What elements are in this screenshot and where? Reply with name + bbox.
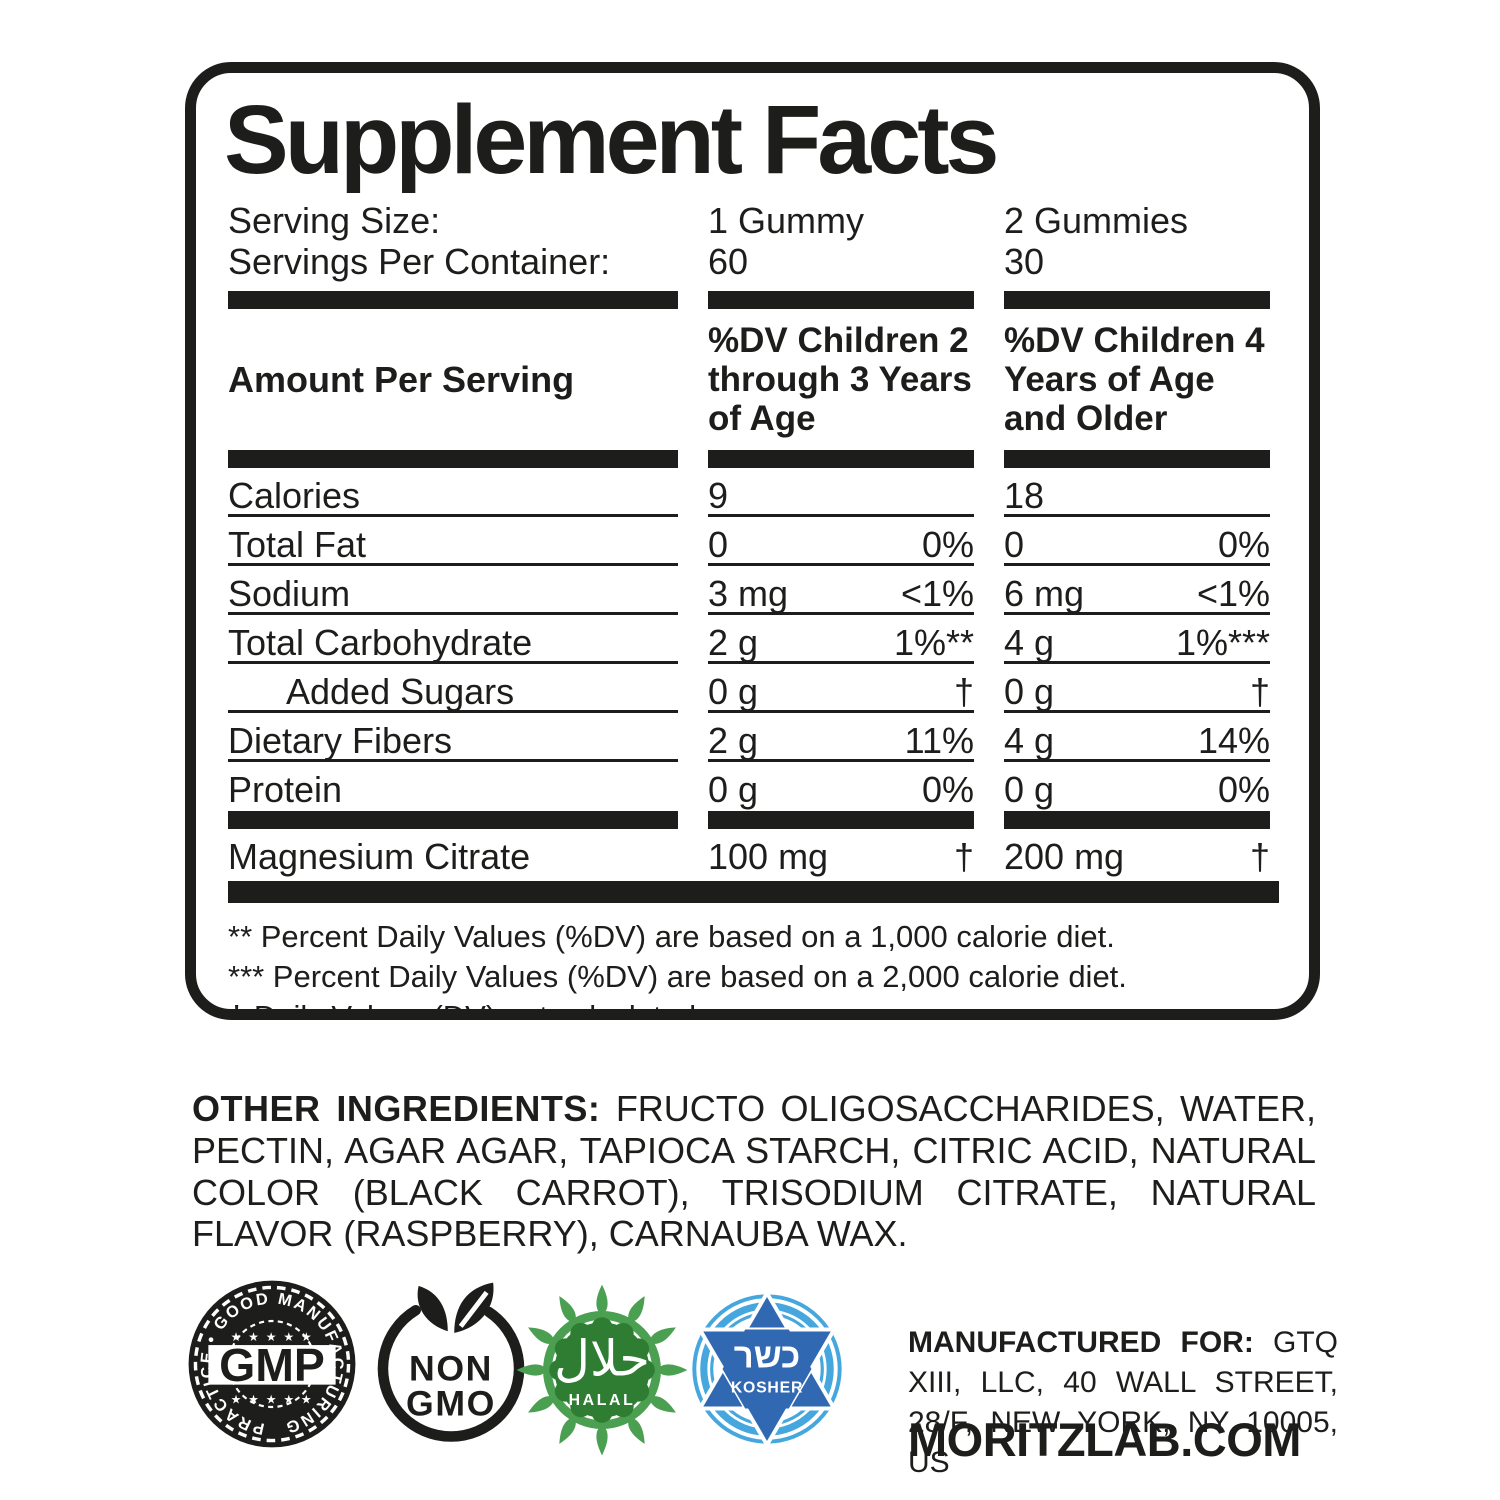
amount-value: 0 g [1004, 769, 1055, 810]
kosher-label: KOSHER [731, 1380, 803, 1397]
dv-value: 14% [1197, 720, 1270, 761]
dv-value: 1%*** [1175, 622, 1270, 663]
divider-segment [1004, 291, 1270, 309]
amount-value: 0 [1004, 524, 1025, 565]
kosher-badge-icon: כשר KOSHER [692, 1289, 842, 1449]
gmp-stars-top: ★ ★ ★ ★ ★ [231, 1330, 314, 1344]
table-row-calories: Calories 9 18 [228, 468, 1279, 517]
amount-value: 2 g [708, 622, 759, 663]
amount-value: 4 g [1004, 622, 1055, 663]
table-row-total-carbohydrate: Total Carbohydrate 2 g 1%** 4 g 1%*** [228, 615, 1279, 664]
footnote-2000-calorie: *** Percent Daily Values (%DV) are based… [228, 959, 1127, 994]
facts-box: Supplement Facts Serving Size: 1 Gummy 2… [185, 62, 1320, 1020]
amount-value: 2 g [708, 720, 759, 761]
dv-value: 11% [904, 720, 974, 761]
dv-value: 0% [1217, 769, 1270, 810]
row-label: Magnesium Citrate [228, 836, 531, 877]
non-gmo-badge-icon: NON GMO [377, 1282, 525, 1442]
serving-info: Serving Size: 1 Gummy 2 Gummies Servings… [228, 200, 1279, 282]
dv-value: † [953, 836, 974, 877]
other-ingredients-text: FRUCTO OLIGOSACCHARIDES, WATER, PECTIN, … [192, 1088, 1317, 1255]
table-row-added-sugars: Added Sugars 0 g † 0 g † [228, 664, 1279, 713]
footnote-1000-calorie: ** Percent Daily Values (%DV) are based … [228, 919, 1115, 954]
gmp-stars-bottom: ★ ★ ★ ★ ★ [231, 1393, 314, 1407]
halal-arabic-text: حلال [554, 1331, 650, 1386]
kosher-hebrew-text: כשר [734, 1337, 801, 1375]
divider-segment [1004, 450, 1270, 468]
dv-value: 0% [921, 769, 974, 810]
row-label: Calories [228, 468, 678, 517]
table-row-dietary-fibers: Dietary Fibers 2 g 11% 4 g 14% [228, 713, 1279, 762]
divider-bar-mineral [228, 811, 1279, 829]
table-header: Amount Per Serving %DV Children 2 throug… [228, 309, 1279, 450]
divider-segment [228, 811, 678, 829]
amount-value: 0 g [708, 671, 759, 712]
dv-value: † [1249, 836, 1270, 877]
website: MORITZLAB.COM [908, 1413, 1301, 1466]
other-ingredients-label: OTHER INGREDIENTS: [192, 1088, 601, 1129]
dv-value: <1% [900, 573, 974, 614]
table-row-magnesium-citrate: Magnesium Citrate 100 mg † 200 mg † [228, 829, 1279, 878]
divider-bar-top [228, 291, 1279, 309]
serving-size-col2: 2 Gummies [1004, 200, 1189, 241]
table-row-protein: Protein 0 g 0% 0 g 0% [228, 762, 1279, 811]
dv-value: 1%** [893, 622, 974, 663]
serving-size-col1: 1 Gummy [708, 200, 865, 241]
amount-value: 0 [708, 524, 729, 565]
divider-segment [708, 811, 974, 829]
dv-children-2-3-header: %DV Children 2 through 3 Years of Age [708, 321, 972, 438]
divider-segment [1004, 811, 1270, 829]
dv-value: † [1249, 671, 1270, 712]
dv-value: 0% [1217, 524, 1270, 565]
servings-per-container-col2: 30 [1004, 241, 1045, 282]
amount-per-serving-header: Amount Per Serving [228, 358, 575, 400]
row-label: Total Fat [228, 517, 678, 566]
halal-label: HALAL [569, 1392, 636, 1409]
row-label: Protein [228, 769, 343, 810]
dv-value: <1% [1196, 573, 1270, 614]
amount-value: 100 mg [708, 836, 829, 877]
servings-per-container-label: Servings Per Container: [228, 241, 611, 282]
manufactured-for-label: MANUFACTURED FOR: [908, 1326, 1254, 1359]
amount-value: 0 g [1004, 671, 1055, 712]
manufactured-for-text: GTQ XIII, LLC, 40 WALL STREET, 28/F, NEW… [908, 1326, 1338, 1479]
halal-badge-icon: حلال HALAL [516, 1284, 688, 1456]
other-ingredients: OTHER INGREDIENTS: FRUCTO OLIGOSACCHARID… [192, 1088, 1316, 1255]
row-label: Added Sugars [228, 664, 678, 713]
footnotes: ** Percent Daily Values (%DV) are based … [228, 903, 1279, 1020]
amount-value: 4 g [1004, 720, 1055, 761]
amount-value: 0 g [708, 769, 759, 810]
table-row-total-fat: Total Fat 0 0% 0 0% [228, 517, 1279, 566]
table-row-sodium: Sodium 3 mg <1% 6 mg <1% [228, 566, 1279, 615]
row-label: Dietary Fibers [228, 713, 678, 762]
divider-segment [228, 291, 678, 309]
dv-value: † [953, 671, 974, 712]
non-gmo-line2: GMO [406, 1383, 496, 1423]
manufactured-for: MANUFACTURED FOR: GTQ XIII, LLC, 40 WALL… [908, 1323, 1338, 1483]
dv-children-4plus-header: %DV Children 4 Years of Age and Older [1004, 321, 1265, 438]
non-gmo-line1: NON [409, 1349, 493, 1389]
serving-size-label: Serving Size: [228, 200, 441, 241]
amount-value: 9 [708, 475, 729, 516]
amount-value: 18 [1004, 475, 1045, 516]
row-label: Sodium [228, 566, 678, 615]
divider-segment [708, 291, 974, 309]
row-label: Total Carbohydrate [228, 615, 678, 664]
amount-value: 6 mg [1004, 573, 1085, 614]
facts-title: Supplement Facts [224, 85, 999, 194]
divider-segment [708, 450, 974, 468]
footnote-dv-not-calculated: † Daily Values (DV) not calculated. [228, 999, 705, 1020]
servings-per-container-col1: 60 [708, 241, 749, 282]
gmp-center-text: GMP [219, 1339, 325, 1391]
amount-value: 200 mg [1004, 836, 1125, 877]
divider-segment [228, 450, 678, 468]
divider-bar-under-header [228, 450, 1279, 468]
gmp-badge-icon: PRACTICE • GOOD MANUFACTURING ★ ★ ★ ★ ★ … [188, 1280, 356, 1448]
divider-bar-bottom [228, 881, 1279, 903]
amount-value: 3 mg [708, 573, 789, 614]
dv-value: 0% [921, 524, 974, 565]
